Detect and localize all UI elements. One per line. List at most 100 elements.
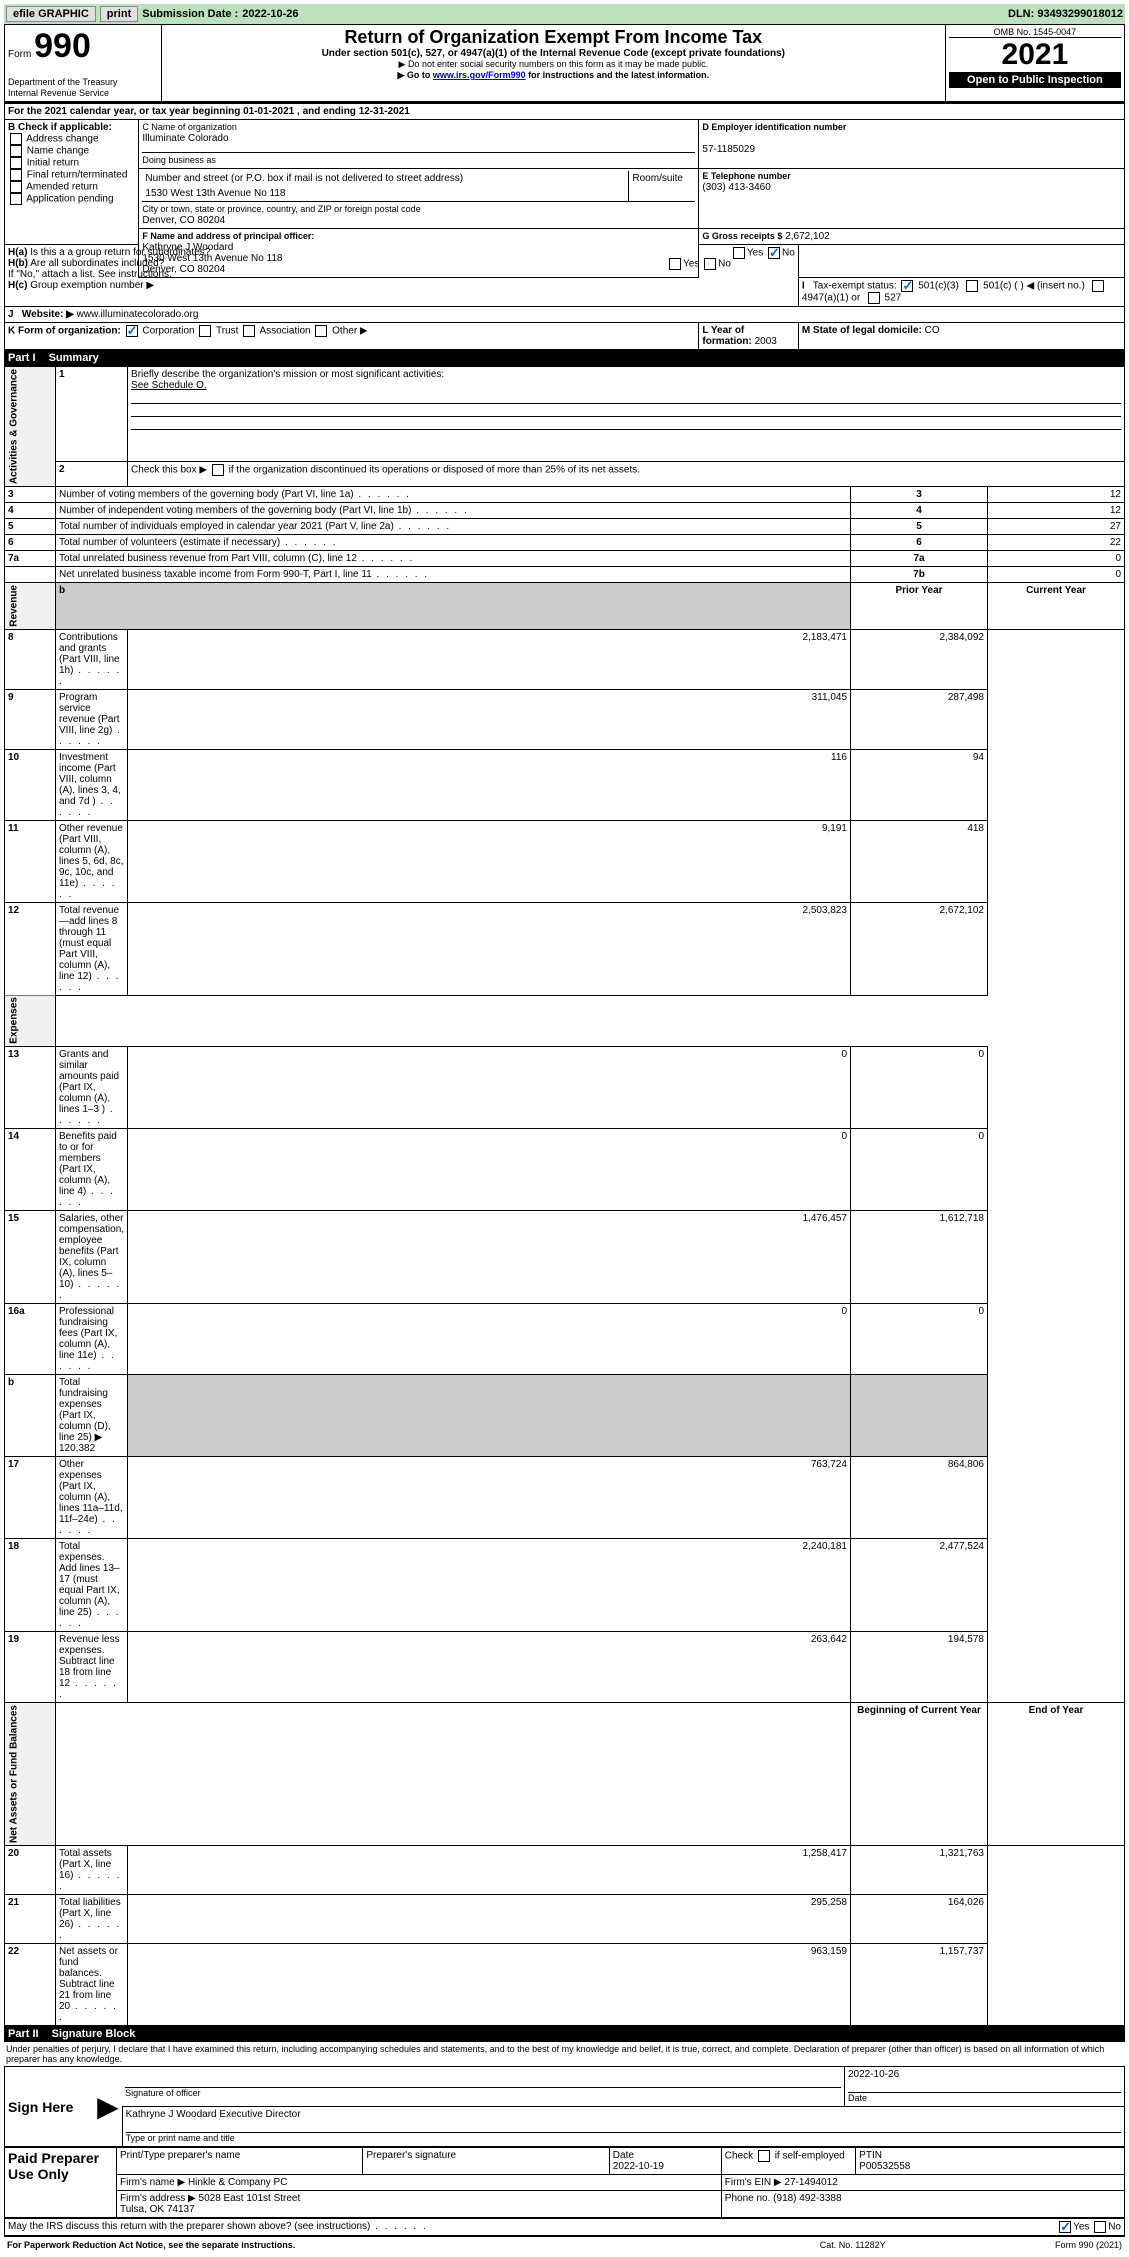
- open-public-label: Open to Public Inspection: [949, 72, 1121, 88]
- prior-value: 0: [128, 1304, 851, 1375]
- 4947-checkbox[interactable]: [1092, 280, 1104, 292]
- ha-label: Is this a a group return for subordinate…: [30, 247, 210, 258]
- form-number: 990: [34, 27, 91, 65]
- app-pending-checkbox[interactable]: [10, 193, 22, 205]
- corp-label: Corporation: [142, 326, 194, 337]
- line-desc: Other revenue (Part VIII, column (A), li…: [56, 820, 128, 902]
- line-num: 8: [5, 629, 56, 689]
- amended-return-checkbox[interactable]: [10, 181, 22, 193]
- prior-value: 2,183,471: [128, 629, 851, 689]
- ptin-label: PTIN: [859, 2150, 882, 2161]
- perjury-statement: Under penalties of perjury, I declare th…: [4, 2042, 1125, 2066]
- section-f-label: F Name and address of principal officer:: [142, 231, 314, 241]
- name-change-checkbox[interactable]: [10, 145, 22, 157]
- line-value: 0: [988, 567, 1125, 583]
- hc-label: Group exemption number ▶: [30, 280, 154, 291]
- line-box: 7b: [851, 567, 988, 583]
- instructions-link[interactable]: www.irs.gov/Form990: [433, 70, 526, 80]
- section-d-label: D Employer identification number: [702, 122, 846, 132]
- line-num: [5, 567, 56, 583]
- section-b-label: B Check if applicable:: [8, 122, 112, 133]
- hb-prefix: H(b): [8, 258, 28, 269]
- no-label2: No: [718, 259, 731, 270]
- dln-label: DLN:: [1008, 8, 1034, 20]
- line16b-desc: Total fundraising expenses (Part IX, col…: [59, 1377, 111, 1443]
- efile-graphic-label: efile GRAPHIC: [6, 6, 96, 22]
- current-value: 94: [851, 749, 988, 820]
- 501c3-label: 501(c)(3): [918, 281, 959, 292]
- line1-label: Briefly describe the organization's miss…: [131, 369, 444, 380]
- line-desc: Net assets or fund balances. Subtract li…: [56, 1944, 128, 2026]
- prep-sig-label: Preparer's signature: [363, 2148, 609, 2175]
- ein-value: 57-1185029: [702, 144, 755, 155]
- line-desc: Program service revenue (Part VIII, line…: [56, 689, 128, 749]
- prior-value: 0: [128, 1129, 851, 1211]
- trust-checkbox[interactable]: [199, 325, 211, 337]
- self-emp-label: if self-employed: [775, 2151, 845, 2162]
- prior-value: 1,476,457: [128, 1211, 851, 1304]
- line-desc: Total expenses. Add lines 13–17 (must eq…: [56, 1539, 128, 1632]
- current-value: 2,477,524: [851, 1539, 988, 1632]
- line-desc: Professional fundraising fees (Part IX, …: [56, 1304, 128, 1375]
- org-name: Illuminate Colorado: [142, 133, 228, 144]
- final-return-checkbox[interactable]: [10, 169, 22, 181]
- omb-number: OMB No. 1545-0047: [949, 27, 1121, 38]
- part1-label: Part I: [8, 352, 36, 364]
- line-value: 0: [988, 551, 1125, 567]
- form-note2: ▶ Go to www.irs.gov/Form990 for instruct…: [165, 70, 942, 81]
- 527-checkbox[interactable]: [868, 292, 880, 304]
- 501c-checkbox[interactable]: [966, 280, 978, 292]
- state-domicile: CO: [925, 325, 940, 336]
- current-value: 194,578: [851, 1632, 988, 1703]
- assoc-checkbox[interactable]: [243, 325, 255, 337]
- line-box: 6: [851, 535, 988, 551]
- street-address: 1530 West 13th Avenue No 118: [142, 186, 629, 201]
- line16b-num: b: [5, 1375, 56, 1457]
- prior-value: 295,258: [128, 1895, 851, 1944]
- hb-yes-checkbox[interactable]: [669, 258, 681, 270]
- hb-no-checkbox[interactable]: [704, 258, 716, 270]
- line-num: 15: [5, 1211, 56, 1304]
- corp-checkbox[interactable]: [126, 325, 138, 337]
- preparer-table: Paid Preparer Use Only Print/Type prepar…: [4, 2147, 1125, 2218]
- dept-label: Department of the Treasury: [8, 77, 118, 87]
- line-value: 27: [988, 519, 1125, 535]
- line-num: 18: [5, 1539, 56, 1632]
- current-value: 2,384,092: [851, 629, 988, 689]
- line-num: 6: [5, 535, 56, 551]
- line-box: 3: [851, 487, 988, 503]
- prior-value: 263,642: [128, 1632, 851, 1703]
- may-discuss-label: May the IRS discuss this return with the…: [8, 2221, 428, 2232]
- initial-return-checkbox[interactable]: [10, 157, 22, 169]
- discuss-yes-checkbox[interactable]: [1059, 2221, 1071, 2233]
- app-pending-label: Application pending: [26, 194, 113, 205]
- self-employed-checkbox[interactable]: [758, 2150, 770, 2162]
- current-value: 287,498: [851, 689, 988, 749]
- line-num: 9: [5, 689, 56, 749]
- cat-number: Cat. No. 11282Y: [764, 2239, 941, 2251]
- submission-date-value: 2022-10-26: [242, 8, 298, 20]
- 501c-label: 501(c) ( ) ◀ (insert no.): [983, 281, 1085, 292]
- prior-value: 2,240,181: [128, 1539, 851, 1632]
- print-button[interactable]: print: [100, 6, 138, 22]
- section-e-label: E Telephone number: [702, 171, 790, 181]
- prior-value: 0: [128, 1047, 851, 1129]
- netassets-section-label: Net Assets or Fund Balances: [5, 1703, 56, 1846]
- line2-text: if the organization discontinued its ope…: [229, 465, 640, 476]
- discuss-no-checkbox[interactable]: [1094, 2221, 1106, 2233]
- line-box: 4: [851, 503, 988, 519]
- current-year-header: Current Year: [988, 583, 1125, 630]
- line-desc: Grants and similar amounts paid (Part IX…: [56, 1047, 128, 1129]
- assoc-label: Association: [259, 326, 310, 337]
- ha-yes-checkbox[interactable]: [733, 247, 745, 259]
- dln: DLN: 93493299018012: [1008, 8, 1123, 20]
- address-change-checkbox[interactable]: [10, 133, 22, 145]
- form-note1: ▶ Do not enter social security numbers o…: [165, 59, 942, 70]
- ha-no-checkbox[interactable]: [768, 247, 780, 259]
- 527-label: 527: [885, 293, 902, 304]
- 501c3-checkbox[interactable]: [901, 280, 913, 292]
- line-desc: Net unrelated business taxable income fr…: [56, 567, 851, 583]
- line2-checkbox[interactable]: [212, 464, 224, 476]
- other-checkbox[interactable]: [315, 325, 327, 337]
- yes-label: Yes: [747, 248, 763, 259]
